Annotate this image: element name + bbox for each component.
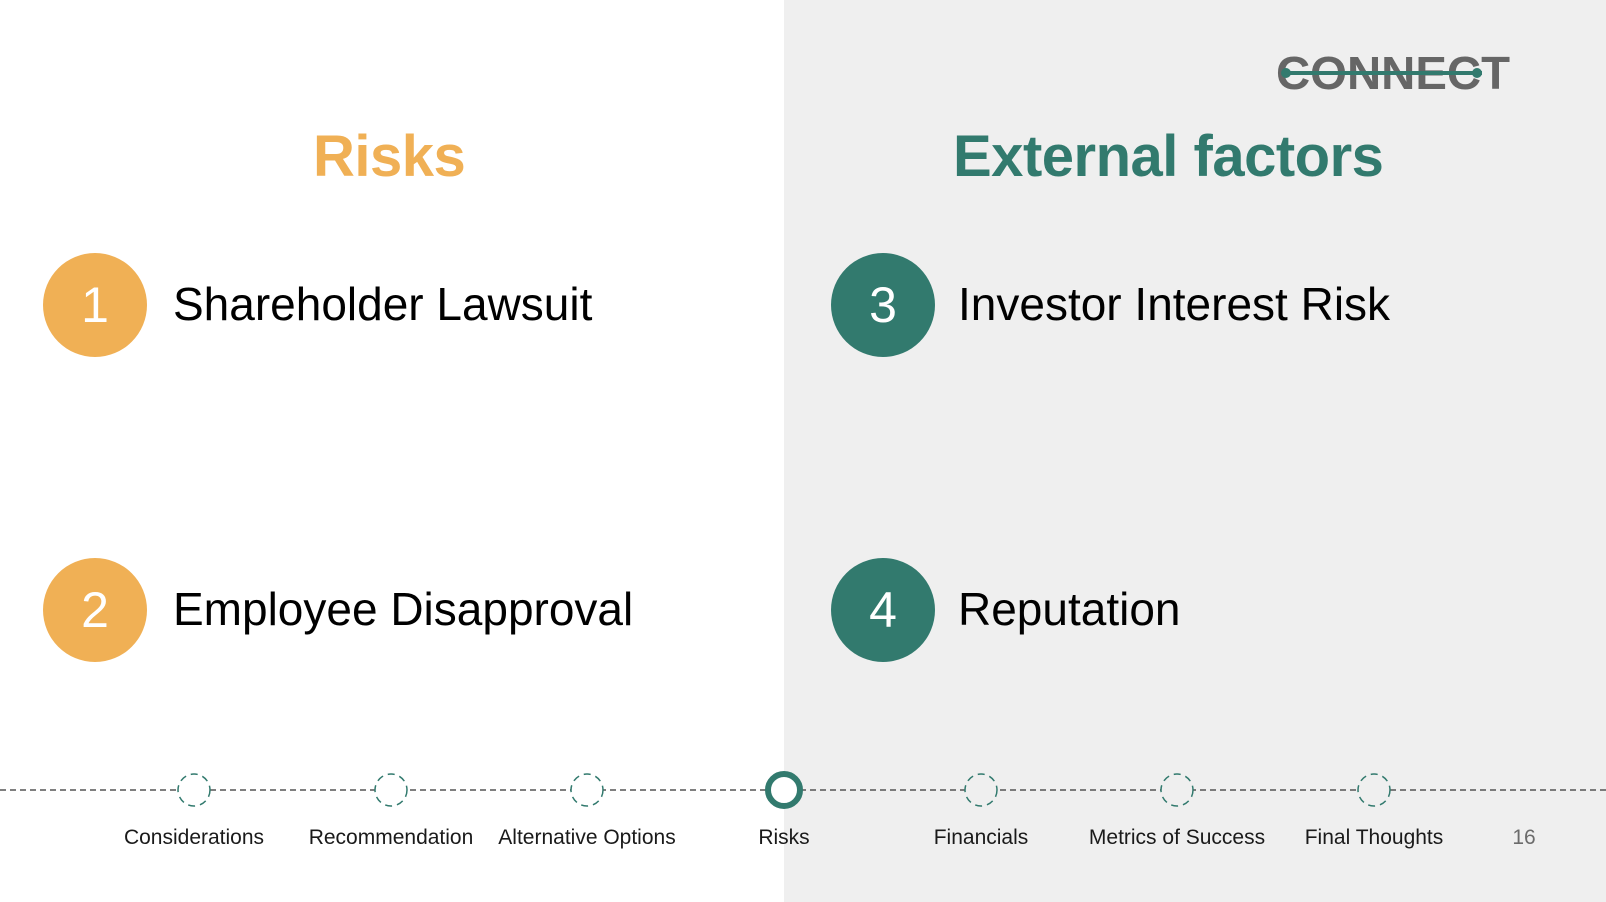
item-number-badge: 4: [831, 558, 935, 662]
nav-label-considerations[interactable]: Considerations: [123, 826, 265, 849]
nav-node-risks-active[interactable]: [765, 771, 803, 809]
nav-node-recommendation[interactable]: [374, 773, 408, 807]
item-label-employee-disapproval: Employee Disapproval: [173, 583, 634, 635]
external-factors-panel: [784, 0, 1606, 902]
nav-node-alternative-options[interactable]: [570, 773, 604, 807]
item-label-reputation: Reputation: [958, 583, 1181, 635]
logo-accent-dot-right: [1472, 68, 1482, 78]
nav-node-financials[interactable]: [964, 773, 998, 807]
external-factors-heading: External factors: [953, 124, 1384, 189]
risks-heading: Risks: [313, 124, 466, 189]
nav-node-considerations[interactable]: [177, 773, 211, 807]
item-number-badge: 1: [43, 253, 147, 357]
nav-label-metrics-of-success[interactable]: Metrics of Success: [1088, 826, 1266, 849]
progress-timeline: [0, 771, 1606, 809]
nav-node-metrics-of-success[interactable]: [1160, 773, 1194, 807]
nav-label-final-thoughts[interactable]: Final Thoughts: [1304, 826, 1444, 849]
nav-label-financials[interactable]: Financials: [933, 826, 1029, 849]
item-number-badge: 2: [43, 558, 147, 662]
nav-label-recommendation[interactable]: Recommendation: [308, 826, 474, 849]
nav-node-final-thoughts[interactable]: [1357, 773, 1391, 807]
page-number: 16: [1512, 826, 1536, 849]
item-label-investor-interest-risk: Investor Interest Risk: [958, 278, 1391, 330]
connect-logo: CONNECT: [1276, 50, 1510, 96]
logo-accent-dot-left: [1281, 68, 1291, 78]
item-number-badge: 3: [831, 253, 935, 357]
nav-label-alternative-options[interactable]: Alternative Options: [498, 826, 676, 849]
item-label-shareholder-lawsuit: Shareholder Lawsuit: [173, 278, 593, 330]
nav-label-risks[interactable]: Risks: [758, 826, 810, 849]
